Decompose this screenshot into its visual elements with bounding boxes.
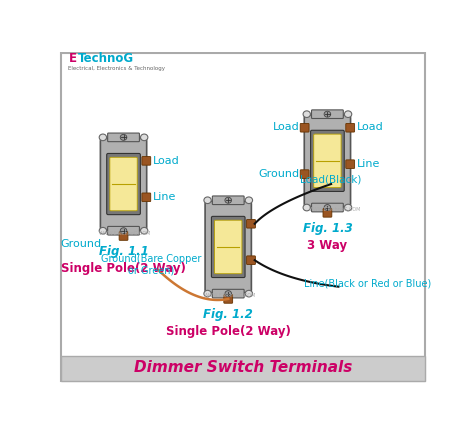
Circle shape — [140, 134, 148, 141]
FancyBboxPatch shape — [311, 203, 343, 212]
FancyBboxPatch shape — [246, 219, 255, 228]
FancyBboxPatch shape — [205, 201, 251, 293]
Text: WWW.ETechnoG.COM: WWW.ETechnoG.COM — [309, 207, 361, 212]
FancyBboxPatch shape — [323, 209, 332, 217]
FancyBboxPatch shape — [108, 227, 139, 235]
Circle shape — [99, 227, 107, 234]
Circle shape — [324, 111, 331, 117]
Circle shape — [140, 227, 148, 234]
FancyBboxPatch shape — [215, 220, 242, 274]
Circle shape — [245, 290, 253, 297]
Text: Ground(Bare Copper
or Green): Ground(Bare Copper or Green) — [101, 255, 201, 276]
Text: WWW.ETechnoG.COM: WWW.ETechnoG.COM — [99, 230, 152, 236]
Text: Fig. 1.3: Fig. 1.3 — [302, 222, 352, 235]
Circle shape — [303, 111, 310, 117]
Circle shape — [324, 205, 331, 211]
Text: E: E — [68, 52, 76, 65]
Text: Ground: Ground — [258, 169, 299, 179]
FancyBboxPatch shape — [304, 115, 351, 206]
FancyBboxPatch shape — [246, 256, 255, 264]
Circle shape — [225, 197, 231, 203]
Text: Load(Black): Load(Black) — [300, 174, 361, 184]
Text: Ground: Ground — [60, 240, 101, 249]
Text: Line: Line — [357, 159, 381, 169]
FancyBboxPatch shape — [212, 289, 244, 298]
Circle shape — [245, 197, 253, 203]
Text: Load: Load — [153, 156, 180, 166]
Text: 3 Way: 3 Way — [307, 239, 347, 252]
Circle shape — [345, 204, 352, 211]
Text: Single Pole(2 Way): Single Pole(2 Way) — [61, 262, 186, 275]
Text: Fig. 1.1: Fig. 1.1 — [99, 245, 148, 258]
Circle shape — [120, 135, 127, 140]
Text: Line: Line — [153, 192, 177, 202]
FancyBboxPatch shape — [61, 53, 425, 381]
FancyBboxPatch shape — [211, 216, 245, 277]
FancyBboxPatch shape — [310, 130, 344, 191]
Text: Electrical, Electronics & Technology: Electrical, Electronics & Technology — [68, 66, 165, 71]
FancyBboxPatch shape — [107, 154, 140, 215]
FancyBboxPatch shape — [100, 138, 146, 230]
Circle shape — [225, 291, 231, 297]
Circle shape — [204, 290, 211, 297]
Circle shape — [345, 111, 352, 117]
FancyBboxPatch shape — [108, 133, 139, 141]
Text: Line(Black or Red or Blue): Line(Black or Red or Blue) — [303, 278, 431, 289]
FancyBboxPatch shape — [110, 157, 137, 211]
Text: TechnoG: TechnoG — [78, 52, 135, 65]
FancyBboxPatch shape — [224, 295, 233, 303]
FancyBboxPatch shape — [311, 110, 343, 119]
FancyBboxPatch shape — [300, 170, 309, 178]
Text: Load: Load — [357, 123, 384, 132]
FancyBboxPatch shape — [142, 193, 151, 202]
Circle shape — [204, 197, 211, 203]
Text: WWW.ETechnoG.COM: WWW.ETechnoG.COM — [204, 293, 256, 298]
Text: Single Pole(2 Way): Single Pole(2 Way) — [166, 325, 291, 338]
Circle shape — [99, 134, 107, 141]
FancyBboxPatch shape — [314, 134, 341, 187]
Text: Load: Load — [273, 123, 299, 132]
Circle shape — [120, 228, 127, 234]
FancyBboxPatch shape — [300, 123, 309, 132]
FancyBboxPatch shape — [346, 123, 355, 132]
Text: Dimmer Switch Terminals: Dimmer Switch Terminals — [134, 360, 352, 375]
FancyBboxPatch shape — [212, 196, 244, 205]
FancyBboxPatch shape — [119, 232, 128, 240]
FancyBboxPatch shape — [346, 160, 355, 169]
FancyBboxPatch shape — [142, 157, 151, 165]
Circle shape — [303, 204, 310, 211]
FancyBboxPatch shape — [61, 356, 425, 381]
Text: Fig. 1.2: Fig. 1.2 — [203, 308, 253, 321]
